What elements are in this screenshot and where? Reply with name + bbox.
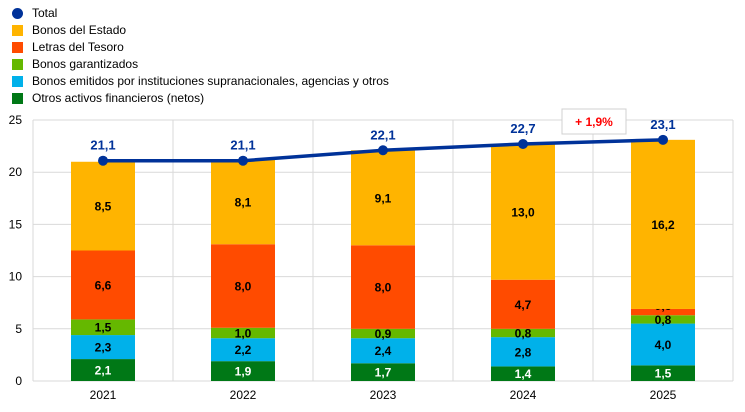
bar-segment <box>631 365 695 381</box>
legend-marker-square <box>12 25 23 36</box>
bar-segment <box>351 150 415 246</box>
data-label: 2,8 <box>515 345 532 359</box>
bar-segment <box>351 338 415 364</box>
total-label: 21,1 <box>90 138 115 153</box>
total-label: 22,7 <box>510 121 535 136</box>
total-label: 23,1 <box>650 117 675 132</box>
data-label: 8,1 <box>235 195 252 209</box>
data-label: 8,5 <box>95 200 112 214</box>
legend-marker-square <box>12 93 23 104</box>
bar-segment <box>71 319 135 336</box>
data-label: 1,0 <box>235 326 252 340</box>
legend-label: Bonos del Estado <box>32 23 127 37</box>
x-tick-label: 2023 <box>370 388 397 402</box>
y-tick-label: 20 <box>9 165 23 179</box>
bar-segment <box>211 327 275 339</box>
legend-item: Bonos garantizados <box>12 56 389 73</box>
data-label: 0,9 <box>375 327 392 341</box>
data-label: 1,4 <box>515 367 532 381</box>
legend-marker-circle <box>12 8 23 19</box>
bar-segment <box>491 279 555 329</box>
bar-segment <box>631 308 695 316</box>
total-point <box>658 134 668 145</box>
data-label: 13,0 <box>511 205 535 219</box>
data-label: 1,5 <box>655 367 672 381</box>
total-point <box>98 155 108 166</box>
bar-segment <box>491 328 555 338</box>
data-label: 2,1 <box>95 364 112 378</box>
bar-segment <box>351 245 415 329</box>
x-tick-label: 2025 <box>650 388 677 402</box>
bar-segment <box>211 159 275 245</box>
data-label: 1,7 <box>375 366 392 380</box>
bar-segment <box>631 315 695 324</box>
legend-label: Letras del Tesoro <box>32 40 124 54</box>
bar-segment <box>631 139 695 309</box>
bar-segment <box>211 338 275 362</box>
bar-segment <box>211 361 275 381</box>
data-label: 8,0 <box>235 279 252 293</box>
annotation-box <box>561 108 627 135</box>
data-label: 4,0 <box>655 338 672 352</box>
total-label: 22,1 <box>370 127 395 142</box>
bar-segment <box>631 323 695 366</box>
data-label: 2,3 <box>95 341 112 355</box>
data-label: 1,5 <box>95 321 112 335</box>
x-tick-label: 2024 <box>510 388 537 402</box>
y-tick-label: 25 <box>9 113 23 127</box>
data-label: 4,7 <box>515 298 532 312</box>
y-tick-label: 10 <box>9 270 23 284</box>
bar-segment <box>351 363 415 381</box>
bar-segment <box>491 144 555 280</box>
bar-segment <box>71 250 135 320</box>
data-label: 6,6 <box>95 278 112 292</box>
annotation-text: + 1,9% <box>575 115 613 129</box>
legend-item: Total <box>12 5 389 22</box>
legend-marker-square <box>12 59 23 70</box>
data-label: 2,2 <box>235 343 252 357</box>
data-label: 16,2 <box>651 218 675 232</box>
bar-segment <box>71 359 135 381</box>
legend-label: Bonos emitidos por instituciones suprana… <box>32 74 389 88</box>
data-label: 2,4 <box>375 344 392 358</box>
total-label: 21,1 <box>230 138 255 153</box>
x-tick-label: 2021 <box>90 388 117 402</box>
legend-item: Bonos emitidos por instituciones suprana… <box>12 73 389 90</box>
y-tick-label: 0 <box>15 374 22 388</box>
bar-segment <box>71 335 135 360</box>
y-tick-label: 15 <box>9 217 23 231</box>
legend-label: Bonos garantizados <box>32 57 139 71</box>
y-tick-label: 5 <box>15 322 22 336</box>
x-tick-label: 2022 <box>230 388 257 402</box>
data-label: 0,8 <box>515 326 532 340</box>
legend-marker-square <box>12 42 23 53</box>
total-point <box>238 155 248 166</box>
bar-segment <box>71 161 135 251</box>
bar-segment <box>211 244 275 328</box>
data-label: 8,0 <box>375 281 392 295</box>
total-point <box>518 139 528 150</box>
legend: Total Bonos del Estado Letras del Tesoro Bo… <box>12 5 389 107</box>
legend-label: Total <box>32 6 58 20</box>
bar-segment <box>491 337 555 367</box>
data-label: 1,9 <box>235 365 252 379</box>
legend-item: Otros activos financieros (netos) <box>12 90 389 107</box>
legend-item: Bonos del Estado <box>12 22 389 39</box>
legend-label: Otros activos financieros (netos) <box>32 91 205 105</box>
data-label: 0,8 <box>655 313 672 327</box>
bar-segment <box>351 328 415 339</box>
data-label: 9,1 <box>375 191 392 205</box>
legend-item: Letras del Tesoro <box>12 39 389 56</box>
legend-marker-square <box>12 76 23 87</box>
bar-segment <box>491 366 555 381</box>
total-point <box>378 145 388 156</box>
